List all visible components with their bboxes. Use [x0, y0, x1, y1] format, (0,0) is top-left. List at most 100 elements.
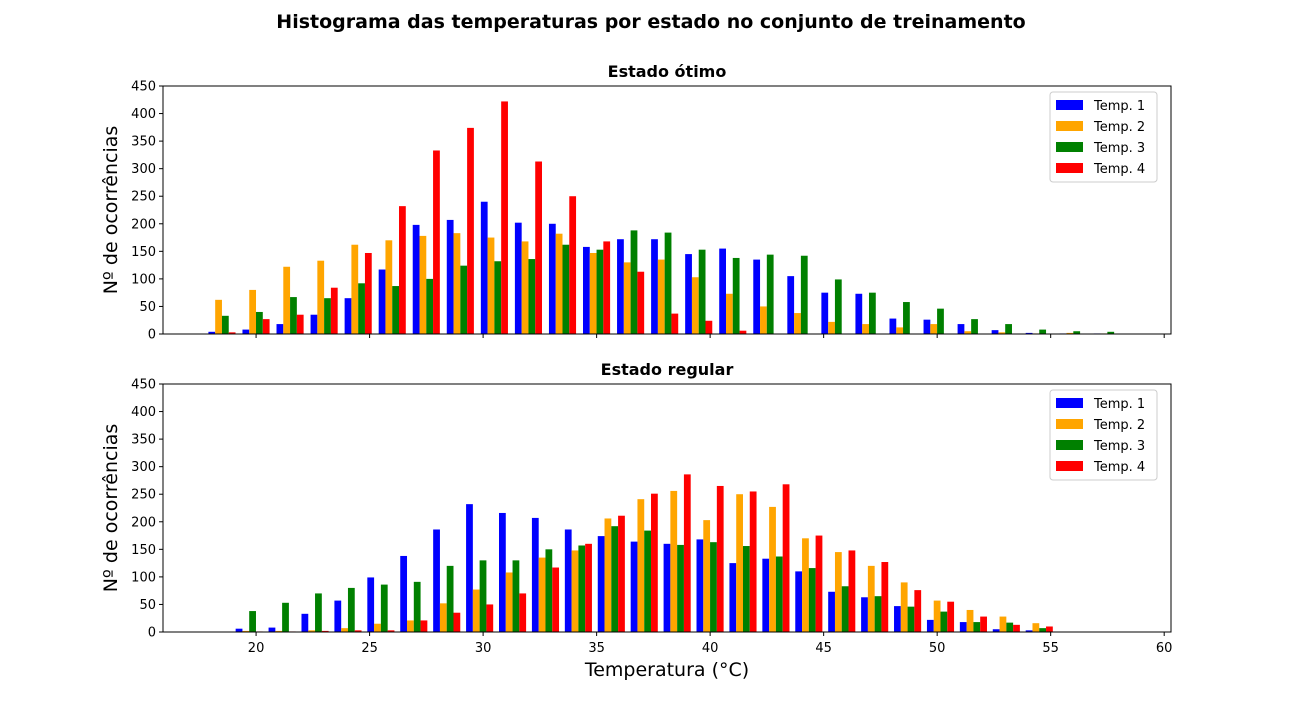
legend-label: Temp. 4 [1093, 162, 1145, 177]
bar-temp-1 [208, 331, 216, 334]
bar-temp-4 [848, 550, 856, 632]
bar-temp-2 [472, 589, 480, 632]
bar-temp-4 [552, 567, 560, 632]
bar-temp-2 [521, 241, 529, 334]
y-tick-label: 250 [131, 190, 156, 205]
bar-temp-1 [651, 239, 658, 334]
bar-temp-3 [800, 255, 808, 334]
y-axis-label: Nº de ocorrências [100, 424, 122, 593]
bar-temp-4 [980, 616, 987, 632]
bar-temp-3 [249, 611, 256, 632]
legend-label: Temp. 2 [1093, 418, 1145, 433]
bar-temp-4 [262, 319, 270, 334]
bar-temp-3 [710, 542, 717, 632]
y-tick-label: 100 [131, 570, 156, 585]
bar-temp-2 [351, 244, 359, 334]
y-axis-label: Nº de ocorrências [100, 126, 122, 295]
bar-temp-2 [1066, 332, 1074, 334]
bar-temp-2 [900, 582, 908, 632]
y-tick-label: 50 [139, 300, 156, 315]
bar-temp-3 [644, 530, 652, 632]
bar-temp-3 [907, 606, 915, 632]
bar-temp-4 [420, 620, 428, 632]
bar-temp-4 [364, 252, 372, 334]
bar-temp-1 [630, 541, 638, 632]
bar-temp-2 [604, 518, 612, 632]
bar-temp-4 [637, 271, 645, 334]
x-tick-label: 20 [248, 641, 265, 656]
y-tick-label: 450 [131, 80, 156, 95]
bar-temp-3 [677, 544, 684, 632]
bar-temp-3 [940, 611, 948, 632]
bar-temp-2 [275, 630, 283, 632]
bar-temp-2 [769, 506, 776, 632]
x-tick-label: 50 [929, 641, 946, 656]
bar-temp-3 [512, 560, 520, 632]
bar-temp-2 [419, 235, 427, 334]
bar-temp-1 [378, 269, 386, 334]
x-tick-label: 35 [588, 641, 605, 656]
bar-temp-3 [971, 319, 978, 334]
y-tick-label: 250 [131, 488, 156, 503]
bar-temp-1 [301, 613, 309, 632]
bar-temp-1 [729, 563, 737, 632]
bar-temp-3 [446, 565, 454, 632]
bar-temp-3 [460, 265, 468, 334]
legend-swatch [1056, 419, 1083, 429]
bar-temp-1 [762, 558, 770, 632]
bar-temp-3 [596, 249, 604, 334]
bar-temp-3 [630, 230, 638, 334]
x-tick-label: 60 [1156, 641, 1173, 656]
bar-temp-1 [412, 224, 420, 334]
legend-label: Temp. 3 [1093, 439, 1145, 454]
bar-temp-4 [535, 161, 542, 334]
bar-temp-2 [760, 306, 767, 334]
bar-temp-2 [657, 259, 665, 334]
y-tick-label: 100 [131, 272, 156, 287]
bar-temp-4 [914, 590, 922, 632]
bars [208, 101, 1115, 335]
bar-temp-1 [821, 292, 829, 334]
bar-temp-1 [663, 543, 671, 632]
bar-temp-2 [589, 252, 597, 334]
legend-swatch [1056, 440, 1083, 450]
bar-temp-2 [828, 321, 835, 334]
bar-temp-3 [775, 556, 783, 632]
legend-swatch [1056, 121, 1083, 131]
bar-temp-4 [618, 515, 625, 632]
legend-label: Temp. 4 [1093, 460, 1145, 475]
bar-temp-1 [959, 622, 967, 632]
bar-temp-3 [528, 259, 536, 334]
bar-temp-3 [874, 596, 882, 632]
bar-temp-2 [623, 262, 631, 334]
legend-label: Temp. 1 [1093, 99, 1145, 114]
y-tick-label: 400 [131, 405, 156, 420]
legend-swatch [1056, 398, 1083, 408]
bar-temp-2 [964, 331, 972, 334]
bar-temp-4 [1046, 626, 1053, 632]
bar-temp-4 [651, 493, 658, 632]
bars [235, 474, 1053, 632]
x-tick-label: 30 [475, 641, 492, 656]
y-tick-label: 150 [131, 245, 156, 260]
legend-swatch [1056, 142, 1083, 152]
bar-temp-4 [486, 604, 494, 632]
bar-temp-3 [545, 549, 553, 632]
bar-temp-1 [617, 239, 624, 334]
y-tick-label: 200 [131, 515, 156, 530]
bar-temp-3 [578, 545, 586, 632]
bar-temp-3 [1073, 331, 1081, 334]
bar-temp-3 [562, 244, 570, 334]
bar-temp-2 [691, 277, 699, 334]
bar-temp-2 [637, 499, 645, 632]
bar-temp-1 [855, 293, 863, 334]
y-tick-label: 200 [131, 217, 156, 232]
bar-temp-3 [937, 308, 944, 334]
bar-temp-4 [330, 287, 338, 334]
bar-temp-1 [861, 597, 868, 632]
y-tick-label: 0 [148, 626, 156, 641]
bar-temp-2 [999, 616, 1007, 632]
bar-temp-2 [283, 266, 291, 334]
bar-temp-1 [926, 619, 934, 632]
